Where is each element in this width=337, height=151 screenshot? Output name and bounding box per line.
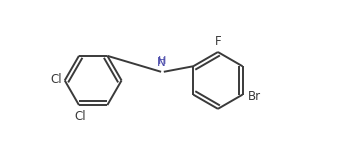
Text: Br: Br xyxy=(247,90,261,103)
Text: F: F xyxy=(215,35,221,48)
Text: Cl: Cl xyxy=(50,73,62,86)
Text: N: N xyxy=(156,56,165,69)
Text: Cl: Cl xyxy=(74,111,86,124)
Text: H: H xyxy=(158,56,166,66)
